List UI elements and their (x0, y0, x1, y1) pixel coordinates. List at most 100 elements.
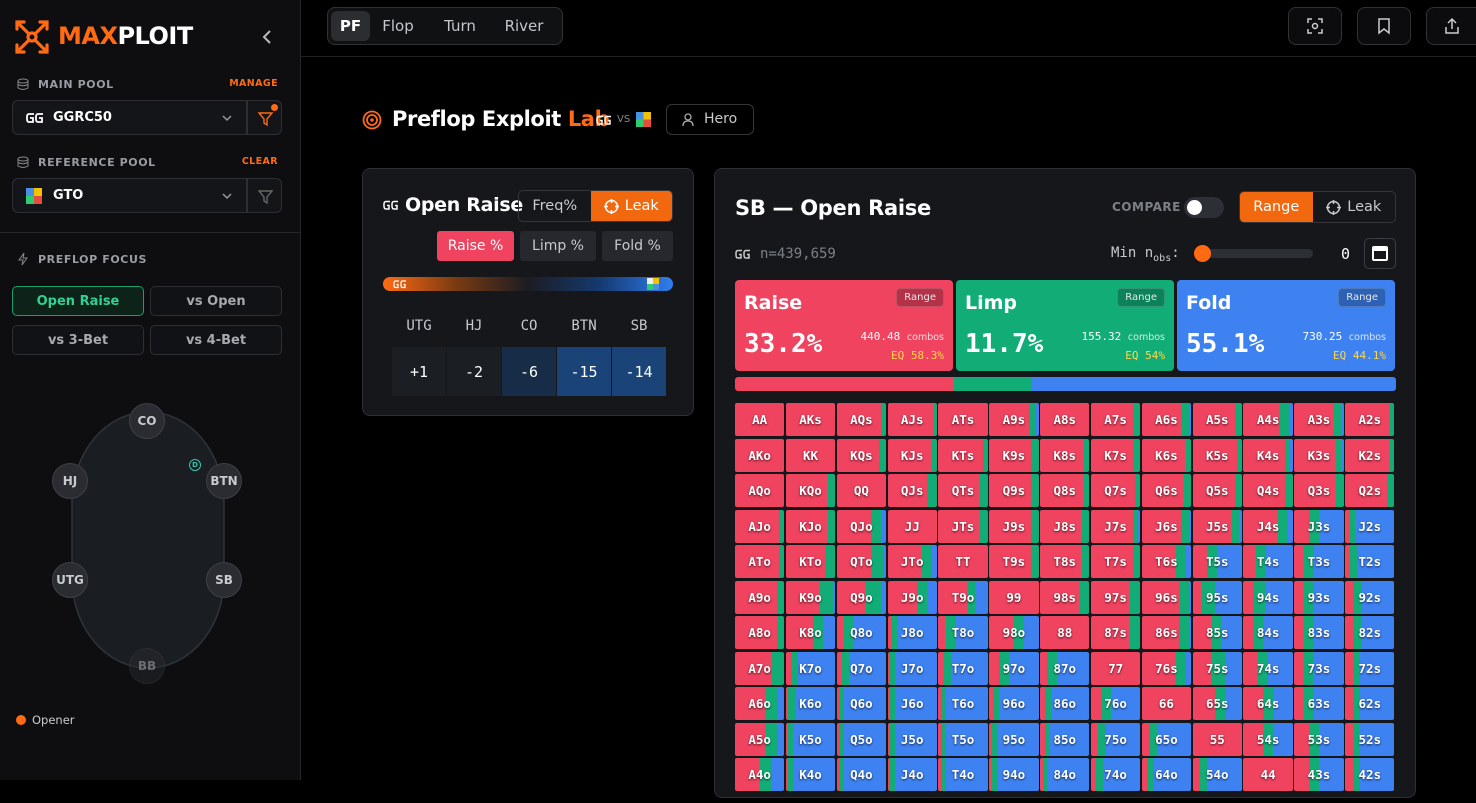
hand-cell[interactable]: T5s (1192, 545, 1242, 578)
mode-button[interactable]: Leak (1313, 192, 1395, 222)
hand-cell[interactable]: J3s (1294, 509, 1344, 543)
hand-cell[interactable]: JTs (938, 509, 988, 543)
hand-cell[interactable]: J8o (887, 616, 937, 649)
hand-cell[interactable]: K8s (1040, 438, 1090, 472)
hand-cell[interactable]: 87s (1090, 616, 1141, 649)
seat[interactable]: HJ (52, 463, 88, 499)
layout-button[interactable] (1364, 238, 1396, 269)
hero-button[interactable]: Hero (666, 104, 754, 135)
seat[interactable]: BTN (206, 463, 242, 499)
hand-cell[interactable]: AQs (836, 403, 887, 436)
hand-cell[interactable]: 63s (1294, 687, 1344, 720)
hand-cell[interactable]: T7o (938, 651, 988, 685)
hand-cell[interactable]: 62s (1345, 687, 1395, 720)
hand-cell[interactable]: J7o (887, 651, 937, 685)
main-pool-select[interactable]: GGRC50 (12, 100, 247, 135)
hand-cell[interactable]: 74o (1090, 758, 1141, 791)
street-tab[interactable]: PF (331, 11, 370, 41)
hand-cell[interactable]: 88 (1040, 616, 1090, 649)
hand-cell[interactable]: K7o (785, 651, 836, 685)
hand-cell[interactable]: A6s (1141, 403, 1192, 436)
hand-cell[interactable]: 95s (1192, 580, 1242, 614)
hand-cell[interactable]: AQo (735, 474, 785, 507)
hand-cell[interactable]: T5o (938, 722, 988, 756)
street-tab[interactable]: River (504, 17, 544, 35)
hand-cell[interactable]: Q6o (836, 687, 886, 720)
hand-cell[interactable]: 94o (989, 758, 1039, 791)
hand-cell[interactable]: KK (785, 438, 836, 472)
hand-cell[interactable]: K6o (785, 687, 836, 720)
street-tab[interactable]: Flop (382, 17, 414, 35)
main-pool-filter[interactable] (247, 100, 282, 135)
seat[interactable]: CO (129, 403, 165, 439)
hand-cell[interactable]: T7s (1090, 545, 1141, 578)
hand-cell[interactable]: 76o (1090, 687, 1141, 720)
hand-cell[interactable]: ATs (938, 403, 988, 436)
hand-cell[interactable]: Q7o (836, 651, 886, 685)
metric-button[interactable]: Fold % (602, 231, 673, 261)
hand-cell[interactable]: T6o (938, 687, 988, 720)
hand-cell[interactable]: 52s (1345, 722, 1395, 756)
hand-cell[interactable]: 54s (1243, 722, 1293, 756)
hand-cell[interactable]: K9o (785, 580, 836, 614)
hand-cell[interactable]: 86s (1141, 616, 1192, 649)
hand-cell[interactable]: 85o (1040, 722, 1090, 756)
clear-link[interactable]: CLEAR (241, 156, 278, 167)
seat[interactable]: BB (129, 648, 165, 684)
hand-cell[interactable]: A8s (1040, 403, 1090, 436)
hand-cell[interactable]: KQo (785, 474, 836, 507)
hand-cell[interactable]: QTs (938, 474, 988, 507)
slider-thumb[interactable] (1194, 245, 1211, 262)
hand-cell[interactable]: 75s (1192, 651, 1242, 685)
reference-pool-filter[interactable] (247, 178, 282, 213)
hand-cell[interactable]: AKo (735, 438, 785, 472)
focus-button[interactable]: vs 4-Bet (150, 325, 282, 355)
hand-cell[interactable]: T2s (1345, 545, 1395, 578)
metric-button[interactable]: Limp % (520, 231, 596, 261)
hand-cell[interactable]: K4s (1243, 438, 1293, 472)
mode-button[interactable]: Range (1240, 192, 1313, 222)
hand-cell[interactable]: Q9s (989, 474, 1039, 507)
hand-cell[interactable]: J9o (887, 580, 937, 614)
hand-cell[interactable]: 93s (1294, 580, 1344, 614)
hand-cell[interactable]: JJ (887, 509, 937, 543)
hand-cell[interactable]: Q8s (1040, 474, 1090, 507)
hand-cell[interactable]: 82s (1345, 616, 1395, 649)
hand-cell[interactable]: 76s (1141, 651, 1192, 685)
hand-cell[interactable]: Q4o (836, 758, 886, 791)
position-leak[interactable]: -14 (612, 347, 666, 396)
hand-cell[interactable]: J4o (887, 758, 937, 791)
hand-cell[interactable]: AJo (735, 509, 785, 543)
hand-cell[interactable]: 72s (1345, 651, 1395, 685)
hand-cell[interactable]: Q7s (1090, 474, 1141, 507)
hand-cell[interactable]: 84s (1243, 616, 1293, 649)
hand-cell[interactable]: KTs (938, 438, 988, 472)
hand-cell[interactable]: 92s (1345, 580, 1395, 614)
hand-cell[interactable]: 97o (989, 651, 1039, 685)
hand-cell[interactable]: A7o (735, 651, 785, 685)
focus-button[interactable]: vs 3-Bet (12, 325, 144, 355)
hand-cell[interactable]: 84o (1040, 758, 1090, 791)
hand-cell[interactable]: 87o (1040, 651, 1090, 685)
hand-cell[interactable]: 43s (1294, 758, 1344, 791)
manage-link[interactable]: MANAGE (229, 78, 278, 89)
hand-cell[interactable]: T9o (938, 580, 988, 614)
hand-cell[interactable]: 64s (1243, 687, 1293, 720)
hand-cell[interactable]: J5s (1192, 509, 1242, 543)
hand-cell[interactable]: 97s (1090, 580, 1141, 614)
position-leak[interactable]: -6 (502, 347, 556, 396)
hand-cell[interactable]: 94s (1243, 580, 1293, 614)
hand-cell[interactable]: 83s (1294, 616, 1344, 649)
hand-cell[interactable]: ATo (735, 545, 785, 578)
hand-cell[interactable]: T8s (1040, 545, 1090, 578)
hand-cell[interactable]: AKs (785, 403, 836, 436)
hand-cell[interactable]: QJo (836, 509, 886, 543)
hand-cell[interactable]: K5o (785, 722, 836, 756)
metric-button[interactable]: Raise % (437, 231, 514, 261)
hand-cell[interactable]: K6s (1141, 438, 1192, 472)
hand-cell[interactable]: Q3s (1294, 474, 1344, 507)
hand-cell[interactable]: K8o (785, 616, 836, 649)
hand-cell[interactable]: J5o (887, 722, 937, 756)
hand-cell[interactable]: KJs (887, 438, 937, 472)
hand-cell[interactable]: 98s (1040, 580, 1090, 614)
